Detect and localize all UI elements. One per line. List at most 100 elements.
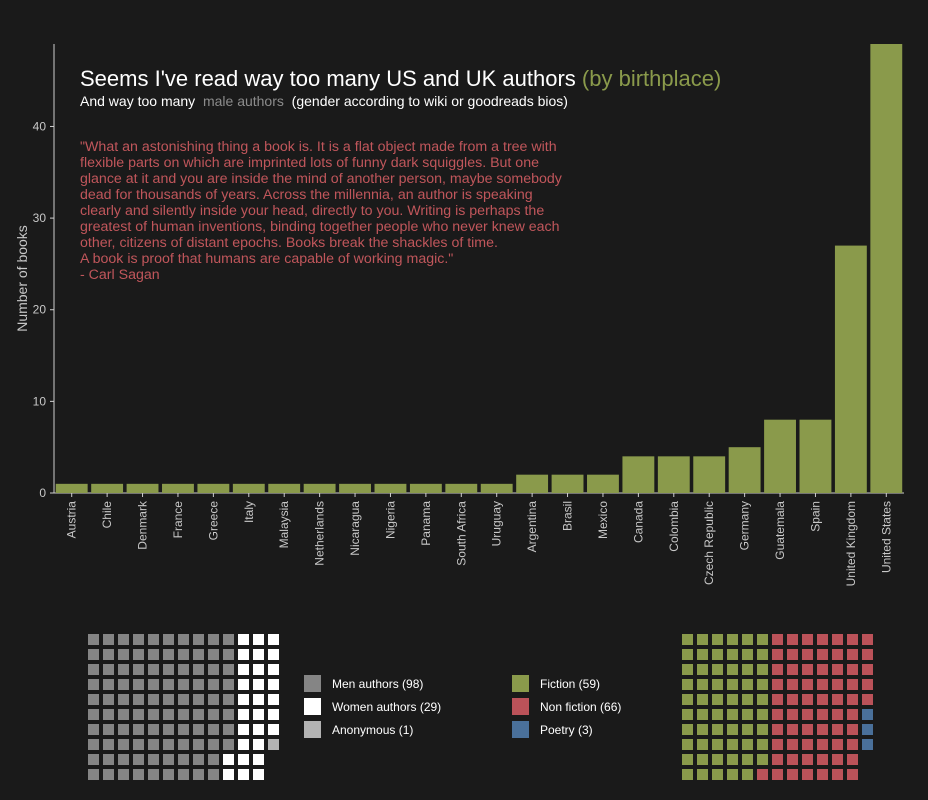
waffle-cell bbox=[253, 694, 264, 705]
x-tick-label: Nigeria bbox=[383, 501, 397, 539]
waffle-cell bbox=[133, 634, 144, 645]
waffle-cell bbox=[772, 664, 783, 675]
waffle-cell bbox=[817, 709, 828, 720]
waffle-cell bbox=[118, 739, 129, 750]
chart-title: Seems I've read way too many US and UK a… bbox=[80, 66, 721, 92]
waffle-cell bbox=[727, 709, 738, 720]
bar bbox=[657, 456, 690, 493]
waffle-cell bbox=[88, 679, 99, 690]
waffle-cell bbox=[88, 739, 99, 750]
waffle-cell bbox=[163, 664, 174, 675]
bar bbox=[516, 474, 549, 493]
quote-line: "What an astonishing thing a book is. It… bbox=[80, 139, 557, 155]
waffle-cell bbox=[697, 694, 708, 705]
waffle-cell bbox=[772, 769, 783, 780]
waffle-cell bbox=[727, 649, 738, 660]
waffle-cell bbox=[118, 754, 129, 765]
waffle-cell bbox=[103, 679, 114, 690]
waffle-cell bbox=[88, 724, 99, 735]
waffle-cell bbox=[757, 649, 768, 660]
waffle-cell bbox=[223, 724, 234, 735]
waffle-cell bbox=[253, 679, 264, 690]
waffle-cell bbox=[682, 769, 693, 780]
waffle-cell bbox=[268, 664, 279, 675]
x-tick-label: Spain bbox=[808, 501, 822, 532]
bar bbox=[834, 245, 867, 493]
waffle-cell bbox=[223, 664, 234, 675]
x-tick-label: Italy bbox=[242, 501, 256, 523]
waffle-cell bbox=[178, 649, 189, 660]
y-tick-label: 0 bbox=[39, 486, 46, 500]
waffle-cell bbox=[88, 634, 99, 645]
waffle-cell bbox=[148, 694, 159, 705]
waffle-cell bbox=[178, 679, 189, 690]
waffle-cell bbox=[193, 664, 204, 675]
waffle-cell bbox=[148, 724, 159, 735]
waffle-cell bbox=[757, 769, 768, 780]
waffle-cell bbox=[208, 649, 219, 660]
waffle-cell bbox=[118, 709, 129, 720]
waffle-cell bbox=[727, 769, 738, 780]
waffle-cell bbox=[802, 739, 813, 750]
waffle-cell bbox=[787, 634, 798, 645]
waffle-cell bbox=[817, 739, 828, 750]
waffle-cell bbox=[847, 754, 858, 765]
waffle-cell bbox=[817, 664, 828, 675]
waffle-cell bbox=[253, 664, 264, 675]
waffle-cell bbox=[757, 694, 768, 705]
waffle-cell bbox=[133, 724, 144, 735]
waffle-cell bbox=[862, 739, 873, 750]
legend-label: Poetry (3) bbox=[540, 722, 593, 737]
waffle-cell bbox=[193, 634, 204, 645]
waffle-cell bbox=[193, 724, 204, 735]
bar bbox=[445, 483, 478, 493]
waffle-cell bbox=[742, 739, 753, 750]
waffle-cell bbox=[118, 694, 129, 705]
bar bbox=[303, 483, 336, 493]
waffle-cell bbox=[178, 664, 189, 675]
genre-legend: Fiction (59) Non fiction (66) Poetry (3) bbox=[512, 672, 621, 741]
waffle-cell bbox=[742, 679, 753, 690]
waffle-cell bbox=[148, 739, 159, 750]
waffle-cell bbox=[772, 739, 783, 750]
legend-swatch-women bbox=[304, 698, 321, 715]
waffle-cell bbox=[193, 709, 204, 720]
waffle-cell bbox=[682, 634, 693, 645]
bar bbox=[799, 419, 832, 493]
waffle-cell bbox=[802, 649, 813, 660]
waffle-cell bbox=[103, 649, 114, 660]
waffle-cell bbox=[208, 709, 219, 720]
waffle-cell bbox=[253, 724, 264, 735]
waffle-cell bbox=[772, 754, 783, 765]
legend-item: Fiction (59) bbox=[512, 672, 621, 695]
waffle-cell bbox=[223, 694, 234, 705]
waffle-cell bbox=[787, 754, 798, 765]
waffle-cell bbox=[208, 679, 219, 690]
waffle-cell bbox=[253, 634, 264, 645]
waffle-cell bbox=[148, 664, 159, 675]
waffle-cell bbox=[208, 694, 219, 705]
waffle-cell bbox=[847, 724, 858, 735]
x-tick-label: Germany bbox=[738, 501, 752, 550]
waffle-cell bbox=[148, 709, 159, 720]
waffle-cell bbox=[757, 634, 768, 645]
waffle-cell bbox=[847, 664, 858, 675]
x-tick-label: Denmark bbox=[136, 500, 150, 550]
x-tick-label: Canada bbox=[631, 501, 645, 543]
waffle-cell bbox=[118, 634, 129, 645]
waffle-cell bbox=[223, 634, 234, 645]
quote-line: flexible parts on which are imprinted lo… bbox=[80, 155, 539, 171]
waffle-cell bbox=[697, 754, 708, 765]
waffle-cell bbox=[193, 754, 204, 765]
waffle-cell bbox=[118, 664, 129, 675]
waffle-cell bbox=[832, 709, 843, 720]
waffle-cell bbox=[103, 694, 114, 705]
bar bbox=[622, 456, 655, 493]
waffle-cell bbox=[757, 679, 768, 690]
y-tick-label: 10 bbox=[33, 394, 47, 408]
legend-item: Anonymous (1) bbox=[304, 718, 441, 741]
waffle-cell bbox=[103, 664, 114, 675]
waffle-cell bbox=[118, 769, 129, 780]
waffle-cell bbox=[697, 679, 708, 690]
legend-label: Men authors (98) bbox=[332, 676, 424, 691]
